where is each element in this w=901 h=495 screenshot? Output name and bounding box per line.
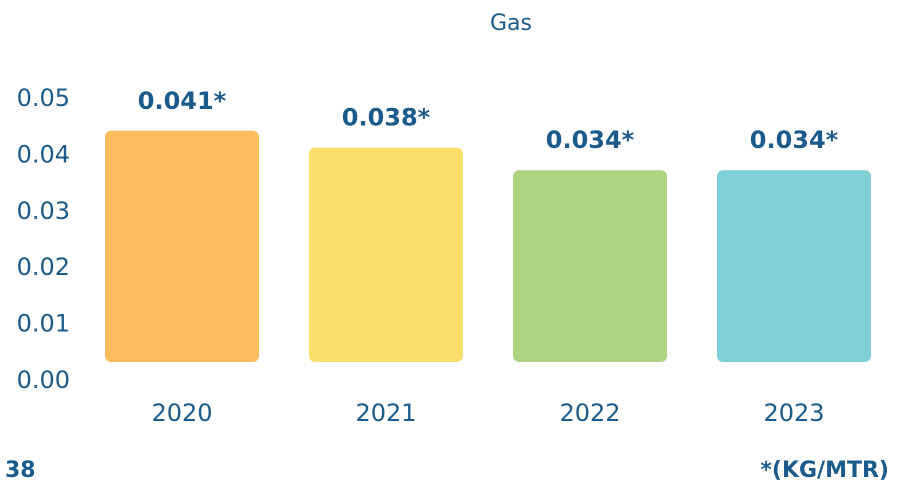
y-tick-label: 0.01 [17,310,70,338]
y-tick-label: 0.00 [17,366,70,394]
page-number: 38 [5,458,36,483]
y-tick-label: 0.02 [17,253,70,281]
y-tick-label: 0.03 [17,197,70,225]
value-label-2020: 0.041* [138,87,227,115]
bar-2023 [717,170,871,362]
y-axis: 0.00 0.01 0.02 0.03 0.04 0.05 [17,84,70,394]
x-axis: 2020 2021 2022 2023 [151,399,824,427]
value-labels: 0.041* 0.038* 0.034* 0.034* [138,87,839,154]
y-tick-label: 0.05 [17,84,70,112]
bars [105,130,871,362]
x-tick-label-2020: 2020 [151,399,212,427]
x-tick-label-2022: 2022 [559,399,620,427]
bar-2022 [513,170,667,362]
value-label-2023: 0.034* [750,126,839,154]
value-label-2022: 0.034* [546,126,635,154]
bar-2020 [105,130,259,362]
x-tick-label-2023: 2023 [763,399,824,427]
unit-note: *(KG/MTR) [760,458,889,483]
bar-2021 [309,147,463,362]
value-label-2021: 0.038* [342,104,431,132]
chart-title: Gas [490,11,532,36]
x-tick-label-2021: 2021 [355,399,416,427]
y-tick-label: 0.04 [17,140,70,168]
